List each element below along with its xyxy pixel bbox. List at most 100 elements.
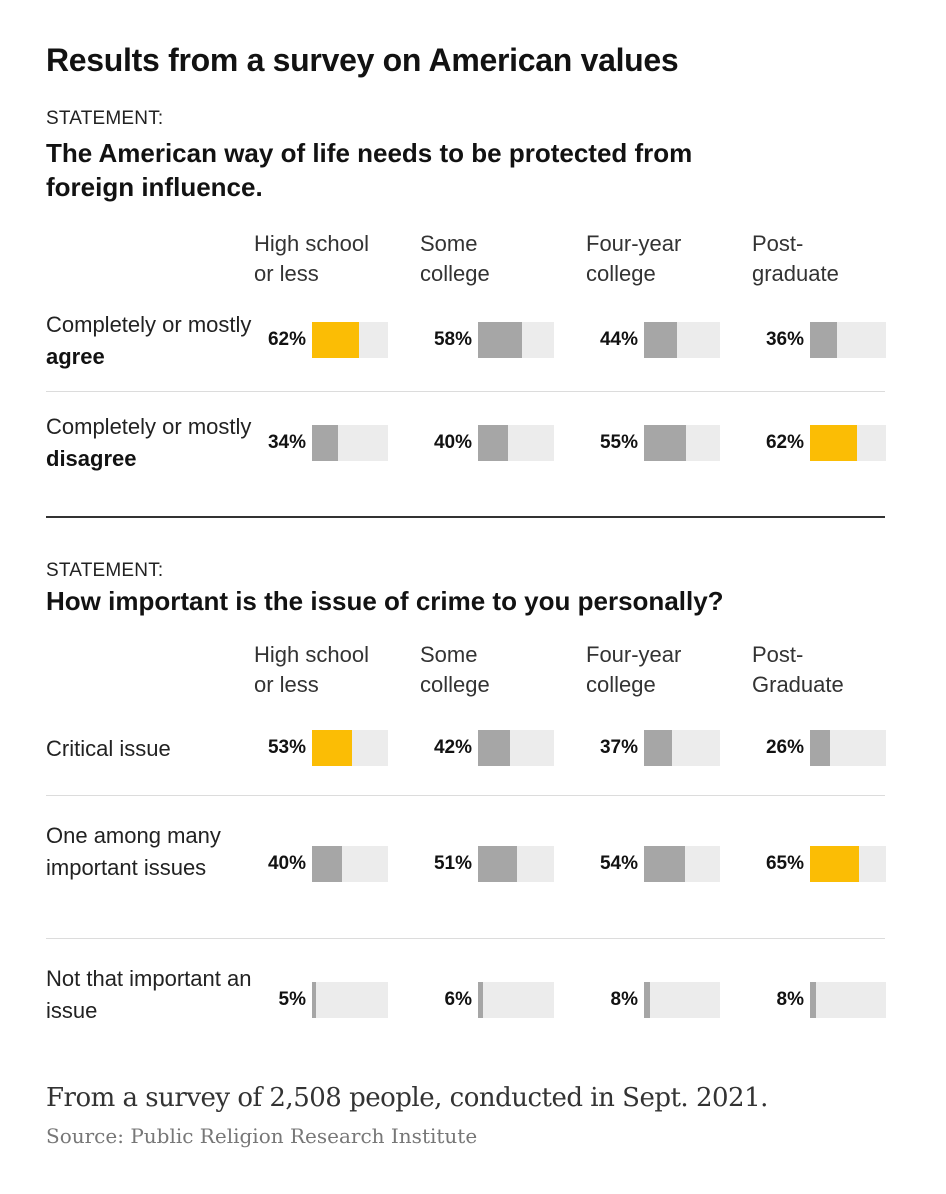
data-label: 54%: [599, 853, 638, 874]
row-label: One among many important issues: [46, 820, 261, 884]
bar: [478, 730, 510, 766]
statement-text: How important is the issue of crime to y…: [46, 586, 724, 616]
statement-text: The American way of life needs to be pro…: [46, 138, 693, 202]
data-label: 5%: [278, 989, 306, 1010]
column-header-line1: Four-year: [586, 231, 682, 256]
row-label-text: Critical issue: [46, 736, 171, 761]
bar: [312, 982, 316, 1018]
row-label: Completely or mostly agree: [46, 309, 261, 373]
bar-track: [810, 322, 886, 358]
row-label-text: One among many important issues: [46, 823, 221, 880]
bar: [810, 322, 837, 358]
bar: [312, 425, 338, 461]
column-header-line2: college: [420, 672, 490, 697]
bar-track: [810, 425, 886, 461]
bar: [312, 322, 359, 358]
column-header: Four-year college: [586, 640, 736, 700]
row-label: Critical issue: [46, 733, 261, 765]
bar-track: [644, 425, 720, 461]
bar: [644, 982, 650, 1018]
column-header: High school or less: [254, 640, 404, 700]
column-header-line2: or less: [254, 261, 319, 286]
statement-label: STATEMENT:: [46, 108, 164, 129]
column-header: Post-graduate: [752, 229, 902, 289]
data-label: 8%: [776, 989, 804, 1010]
row-label-emphasis: disagree: [46, 446, 137, 471]
data-label: 34%: [267, 432, 306, 453]
bar-track: [478, 730, 554, 766]
bar-track: [810, 730, 886, 766]
bar-track: [478, 982, 554, 1018]
bar: [312, 846, 342, 882]
bar-track: [644, 846, 720, 882]
bar-track: [478, 846, 554, 882]
data-label: 8%: [610, 989, 638, 1010]
row-label: Not that important an issue: [46, 963, 261, 1027]
data-label: 26%: [765, 737, 804, 758]
chart-title: Results from a survey on American values: [46, 42, 679, 78]
row-divider: [46, 938, 885, 939]
column-header-line2: or less: [254, 672, 319, 697]
column-header-line2: college: [586, 672, 656, 697]
data-label: 62%: [765, 432, 804, 453]
bar-track: [312, 982, 388, 1018]
column-header-line2: Graduate: [752, 672, 844, 697]
data-label: 44%: [599, 329, 638, 350]
column-header: High school or less: [254, 229, 404, 289]
column-header-line2: graduate: [752, 261, 839, 286]
column-header-line1: Some: [420, 642, 478, 667]
bar: [478, 982, 483, 1018]
row-label-emphasis: agree: [46, 344, 105, 369]
statement-label: STATEMENT:: [46, 560, 164, 581]
data-label: 51%: [433, 853, 472, 874]
bar-track: [478, 322, 554, 358]
bar: [644, 846, 685, 882]
bar-track: [478, 425, 554, 461]
column-header-line1: Four-year: [586, 642, 682, 667]
bar: [810, 846, 859, 882]
column-header: Post- Graduate: [752, 640, 902, 700]
column-header-line1: Post-: [752, 231, 804, 256]
bar: [644, 322, 677, 358]
bar-track: [810, 982, 886, 1018]
row-label-text: Completely or mostly: [46, 312, 252, 337]
bar-track: [644, 982, 720, 1018]
data-label: 6%: [444, 989, 472, 1010]
column-header-line1: High school: [254, 231, 369, 256]
data-label: 40%: [267, 853, 306, 874]
data-label: 36%: [765, 329, 804, 350]
column-header: Four-year college: [586, 229, 736, 289]
column-header-line1: Some: [420, 231, 478, 256]
bar: [644, 730, 672, 766]
row-label: Completely or mostly disagree: [46, 411, 261, 475]
bar: [312, 730, 352, 766]
section-divider: [46, 516, 885, 518]
row-label-text: Completely or mostly: [46, 414, 252, 439]
column-header-line2: college: [420, 261, 490, 286]
data-label: 37%: [599, 737, 638, 758]
data-label: 65%: [765, 853, 804, 874]
bar: [644, 425, 686, 461]
bar: [810, 730, 830, 766]
column-header: Some college: [420, 640, 570, 700]
data-label: 53%: [267, 737, 306, 758]
row-divider: [46, 795, 885, 796]
data-label: 40%: [433, 432, 472, 453]
column-header: Some college: [420, 229, 570, 289]
bar-track: [312, 425, 388, 461]
bar: [478, 425, 508, 461]
bar: [478, 322, 522, 358]
column-header-line1: Post-: [752, 642, 804, 667]
row-label-text: Not that important an issue: [46, 966, 252, 1023]
bar-track: [312, 846, 388, 882]
column-header-line2: college: [586, 261, 656, 286]
data-label: 42%: [433, 737, 472, 758]
bar-track: [312, 730, 388, 766]
row-divider: [46, 391, 885, 392]
bar-track: [810, 846, 886, 882]
bar: [810, 425, 857, 461]
bar-track: [644, 730, 720, 766]
bar-track: [644, 322, 720, 358]
data-label: 62%: [267, 329, 306, 350]
